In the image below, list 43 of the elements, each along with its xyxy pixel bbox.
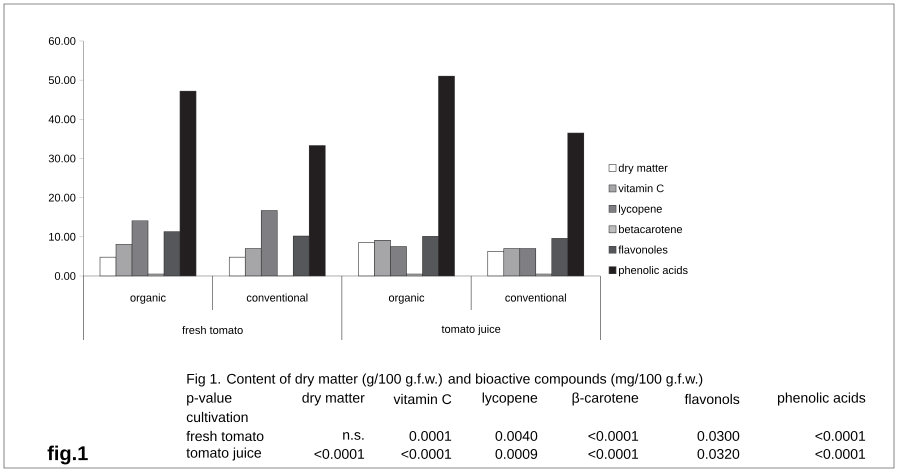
text: <0.0001 [815, 449, 866, 459]
y-tick-label: 50.00 [48, 76, 76, 84]
text: n.s. [343, 432, 364, 440]
text: 0.0001 [410, 431, 452, 441]
text: p-value [187, 392, 232, 406]
y-tick-label: 30.00 [48, 154, 76, 162]
y-tick-label: 0.00 [54, 272, 76, 280]
x-tick-label: organic [388, 294, 424, 304]
legend-label: betacarotene [619, 225, 682, 234]
text: <0.0001 [588, 431, 638, 441]
text: tomato juice [186, 447, 262, 461]
text: 0.0009 [496, 449, 538, 459]
y-tick-label: 40.00 [48, 115, 76, 124]
text: <0.0001 [588, 449, 638, 459]
caption: fig.1 [48, 446, 88, 464]
legend-label: vitamin C [618, 184, 664, 192]
text: <0.0001 [402, 449, 452, 459]
x-tick-label: conventional [246, 294, 308, 302]
caption: Fig 1. Content of dry matter (g/100 g.f.w.) and bioactive compounds (mg/100 g.f.w.) [187, 373, 702, 387]
text: β-carotene [572, 392, 638, 406]
text: 0.0040 [496, 431, 538, 441]
text: fresh tomato [186, 430, 264, 442]
legend-label: flavonoles [618, 246, 668, 254]
text: <0.0001 [314, 449, 364, 459]
y-tick-label: 20.00 [48, 194, 76, 202]
text: phenolic acids [778, 392, 866, 406]
legend-label: dry matter [618, 164, 668, 174]
y-tick-label: 10.00 [49, 232, 76, 241]
legend-label: lycopene [619, 204, 662, 215]
legend-label: phenolic acids [619, 266, 688, 276]
text: vitamin C [394, 394, 452, 404]
text: cultivation [186, 412, 248, 422]
text: lycopene [482, 392, 538, 406]
text: 0.0300 [698, 431, 740, 441]
text: flavonols [684, 394, 740, 404]
text: tomato juice [442, 324, 500, 336]
text: fresh tomato [182, 326, 243, 334]
x-tick-label: conventional [505, 294, 566, 302]
x-tick-label: organic [130, 294, 166, 304]
y-tick-label: 60.00 [48, 37, 76, 45]
text: <0.0001 [815, 431, 866, 441]
text: dry matter [302, 392, 365, 406]
text: 0.0320 [698, 449, 740, 459]
